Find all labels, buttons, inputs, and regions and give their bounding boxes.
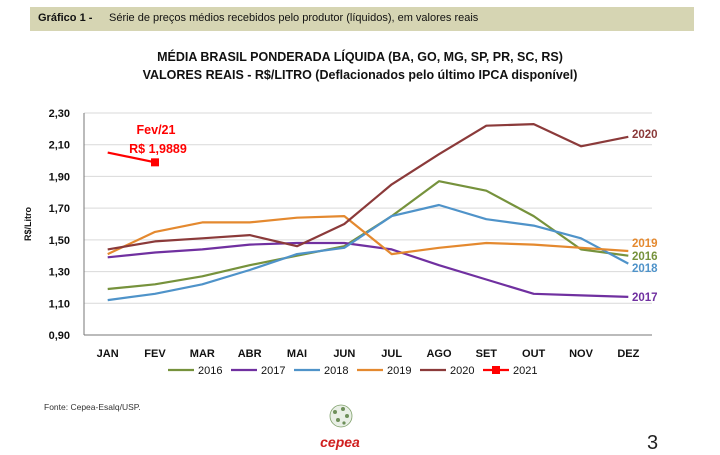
y-tick-label: 0,90 bbox=[49, 330, 70, 342]
figure-caption-label: Gráfico 1 - bbox=[38, 12, 93, 24]
x-tick-label: MAI bbox=[287, 348, 307, 360]
source-note: Fonte: Cepea-Esalq/USP. bbox=[44, 402, 141, 412]
point-2021-fev bbox=[151, 158, 159, 167]
x-tick-label: SET bbox=[476, 348, 498, 360]
x-tick-label: ABR bbox=[238, 348, 262, 360]
legend-label-2020: 2020 bbox=[450, 365, 474, 377]
end-label-2019: 2019 bbox=[632, 238, 658, 250]
logo-text: cepea bbox=[320, 434, 360, 450]
series-line-2019 bbox=[107, 215, 629, 256]
legend-label-2017: 2017 bbox=[261, 365, 285, 377]
y-axis-label: R$/Litro bbox=[23, 207, 33, 242]
end-label-2020: 2020 bbox=[632, 129, 658, 141]
y-tick-label: 1,30 bbox=[49, 267, 70, 279]
chart-subtitle: VALORES REAIS - R$/LITRO (Deflacionados … bbox=[142, 68, 578, 82]
figure-caption-banner: Gráfico 1 - Série de preços médios receb… bbox=[30, 7, 694, 31]
x-tick-label: DEZ bbox=[617, 348, 639, 360]
x-tick-label: OUT bbox=[522, 348, 546, 360]
legend-marker-2021 bbox=[492, 366, 500, 374]
line-chart: 0,90 1,10 1,30 1,50 1,70 1,90 2,10 2,30 R$/Litro… bbox=[23, 108, 658, 377]
end-label-2018: 2018 bbox=[632, 263, 658, 275]
x-tick-label: AGO bbox=[426, 348, 452, 360]
x-tick-label: MAR bbox=[190, 348, 215, 360]
series-line-2020 bbox=[107, 123, 629, 251]
cepea-logo: cepea bbox=[320, 404, 360, 450]
x-tick-label: JUN bbox=[333, 348, 355, 360]
y-tick-label: 1,10 bbox=[49, 298, 70, 310]
series-line-2021 bbox=[107, 151, 156, 164]
y-tick-label: 1,50 bbox=[49, 235, 70, 247]
y-tick-label: 1,90 bbox=[49, 171, 70, 183]
x-tick-label: NOV bbox=[569, 348, 594, 360]
figure-caption-text: Série de preços médios recebidos pelo pr… bbox=[109, 12, 479, 24]
legend-label-2016: 2016 bbox=[198, 365, 222, 377]
end-label-2017: 2017 bbox=[632, 292, 658, 304]
series-line-2017 bbox=[107, 241, 629, 298]
legend-label-2021: 2021 bbox=[513, 365, 537, 377]
legend-label-2018: 2018 bbox=[324, 365, 348, 377]
series-line-2018 bbox=[107, 203, 629, 302]
page-number: 3 bbox=[647, 432, 659, 454]
annotation-fev21: Fev/21 bbox=[137, 123, 176, 137]
x-tick-label: JUL bbox=[381, 348, 402, 360]
end-label-2016: 2016 bbox=[632, 251, 658, 263]
x-tick-label: FEV bbox=[144, 348, 166, 360]
x-tick-label: JAN bbox=[97, 348, 119, 360]
y-tick-label: 1,70 bbox=[49, 203, 70, 215]
chart-title: MÉDIA BRASIL PONDERADA LÍQUIDA (BA, GO, … bbox=[157, 50, 563, 64]
y-tick-label: 2,30 bbox=[49, 108, 70, 120]
y-tick-label: 2,10 bbox=[49, 140, 70, 152]
annotation-value: R$ 1,9889 bbox=[129, 142, 187, 156]
legend-label-2019: 2019 bbox=[387, 365, 411, 377]
